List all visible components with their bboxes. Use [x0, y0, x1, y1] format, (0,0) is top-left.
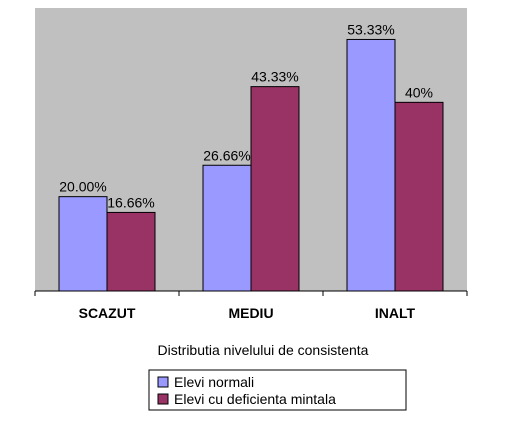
bar-scazut-series-2: [106, 211, 156, 292]
legend-label: Elevi normali: [174, 374, 254, 390]
x-tick-label: MEDIU: [228, 305, 273, 321]
legend-label: Elevi cu deficienta mintala: [174, 391, 336, 407]
bar-inalt-series-2: [394, 101, 444, 292]
x-tick-label: SCAZUT: [79, 305, 136, 321]
x-axis-title: Distributia nivelului de consistenta: [158, 342, 369, 358]
data-label: 53.33%: [347, 21, 394, 37]
bar-inalt-series-1: [346, 38, 396, 292]
x-tick-label: INALT: [375, 305, 416, 321]
data-label: 20.00%: [59, 179, 106, 195]
data-label: 26.66%: [203, 147, 250, 163]
bar-mediu-series-1: [202, 164, 252, 292]
data-label: 16.66%: [107, 194, 154, 210]
bar-scazut-series-1: [58, 196, 108, 292]
data-label: 40%: [405, 84, 433, 100]
legend-swatch: [157, 393, 169, 405]
legend-swatch: [157, 376, 169, 388]
data-label: 43.33%: [251, 69, 298, 85]
bar-mediu-series-2: [250, 86, 300, 292]
legend-box: [148, 369, 407, 411]
